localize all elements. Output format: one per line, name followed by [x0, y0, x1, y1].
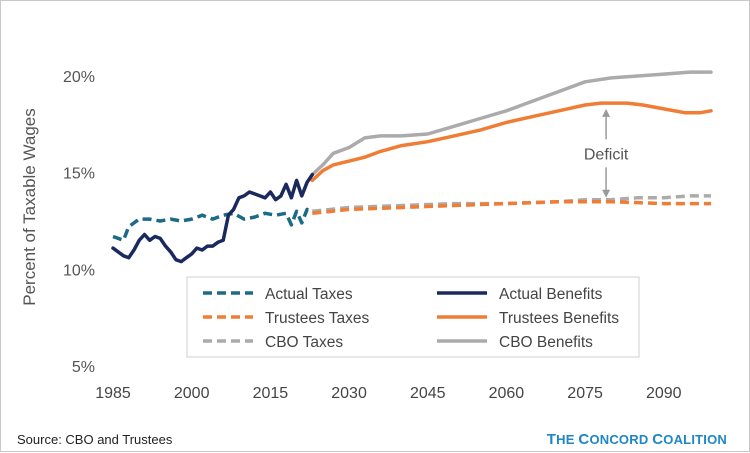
series-line-trustees-benefits: [310, 101, 713, 183]
x-tick-label: 2000: [174, 385, 210, 402]
legend-entry-label: CBO Taxes: [265, 334, 343, 351]
y-tick-label: 10%: [63, 262, 95, 279]
legend: Actual Taxes Actual Benefits Trustees Taxe…: [186, 276, 640, 358]
x-tick-label: 2045: [410, 385, 446, 402]
y-tick-label: 15%: [63, 166, 95, 183]
legend-entry-label: Trustees Benefits: [499, 310, 619, 327]
legend-entry-label: Actual Taxes: [265, 286, 353, 303]
y-tick-label: 20%: [63, 69, 95, 86]
legend-entry-label: Actual Benefits: [499, 286, 603, 303]
y-tick-label: 5%: [72, 359, 95, 376]
source-note: Source: CBO and Trustees: [17, 432, 173, 447]
legend-entry-label: CBO Benefits: [499, 334, 593, 351]
x-tick-label: 1985: [95, 385, 131, 402]
x-tick-label: 2060: [489, 385, 525, 402]
series-line-trustees-taxes: [312, 199, 711, 216]
x-tick-label: 2075: [567, 385, 603, 402]
concord-coalition-logo: THE CONCORD COALITION: [546, 431, 727, 448]
deficit-label: Deficit: [584, 146, 629, 163]
series-line-actual-taxes: [112, 207, 313, 243]
series-line-cbo-benefits: [310, 70, 713, 177]
x-tick-label: 2090: [646, 385, 682, 402]
x-tick-label: 2015: [253, 385, 289, 402]
y-axis-label: Percent of Taxable Wages: [20, 108, 39, 306]
legend-entry-label: Trustees Taxes: [265, 310, 369, 327]
legend-box: [186, 276, 640, 358]
series-line-actual-benefits: [111, 172, 315, 264]
x-tick-label: 2030: [331, 385, 367, 402]
